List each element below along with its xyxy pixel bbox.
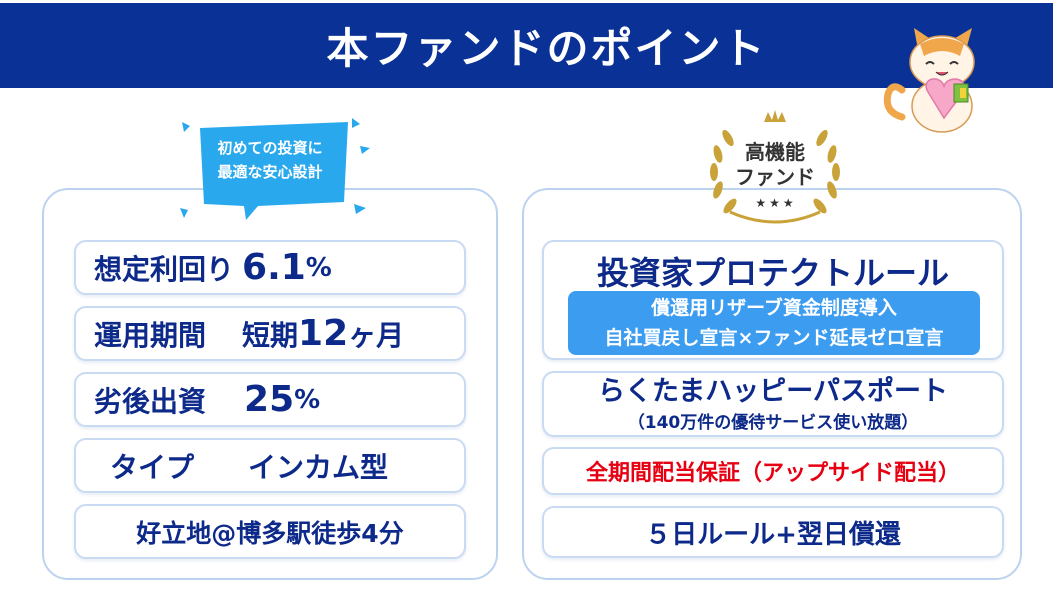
- left-badge-text: 初めての投資に 最適な安心設計: [200, 136, 340, 184]
- rule-row: ５日ルール+翌日償還: [542, 506, 1004, 558]
- left-badge-line1: 初めての投資に: [217, 139, 323, 157]
- left-badge-line2: 最適な安心設計: [217, 163, 323, 181]
- cat-mascot-icon: [883, 28, 975, 133]
- page-title: 本ファンドのポイント: [326, 24, 767, 73]
- header-bar: 本ファンドのポイント: [0, 3, 1053, 88]
- location-text: 好立地@博多駅徒歩4分: [136, 518, 404, 548]
- type-row: タイプ インカム型: [74, 438, 466, 493]
- sparkle-icon: [180, 118, 370, 218]
- guarantee-row: 全期間配当保証（アップサイド配当）: [542, 447, 1004, 495]
- yield-value: 6.1: [242, 247, 306, 288]
- protect-detail-box: 償還用リザーブ資金制度導入 自社買戻し宣言×ファンド延長ゼロ宣言: [568, 291, 980, 355]
- period-prefix: 短期: [242, 318, 299, 352]
- yield-row: 想定利回り 6.1 %: [74, 240, 466, 295]
- guarantee-text: 全期間配当保証（アップサイド配当）: [585, 461, 960, 486]
- location-row: 好立地@博多駅徒歩4分: [74, 504, 466, 559]
- laurel-crown-icon: [710, 110, 840, 224]
- yield-unit: %: [305, 252, 332, 283]
- passport-subtitle: （140万件の優待サービス使い放題）: [627, 412, 919, 433]
- protect-line1: 償還用リザーブ資金制度導入: [651, 297, 897, 319]
- passport-title: らくたまハッピーパスポート: [598, 375, 948, 407]
- subordinate-row: 劣後出資 25 %: [74, 372, 466, 427]
- right-badge-text: 高機能 ファンド: [725, 140, 825, 190]
- subordinate-label: 劣後出資: [94, 384, 207, 418]
- star-rating-icon: ★★★: [755, 196, 797, 210]
- speech-bubble-icon: [200, 122, 348, 220]
- yield-label: 想定利回り: [94, 252, 235, 286]
- period-label: 運用期間: [94, 318, 207, 352]
- period-value: 12: [298, 313, 349, 354]
- protect-title: 投資家プロテクトルール: [596, 254, 949, 292]
- type-value: インカム型: [248, 450, 389, 484]
- period-row: 運用期間 短期 12 ヶ月: [74, 306, 466, 361]
- right-badge-line1: 高機能: [745, 140, 805, 164]
- protect-line2: 自社買戻し宣言×ファンド延長ゼロ宣言: [604, 327, 944, 349]
- passport-row: らくたまハッピーパスポート （140万件の優待サービス使い放題）: [542, 371, 1004, 437]
- subordinate-unit: %: [294, 384, 321, 415]
- subordinate-value: 25: [244, 379, 295, 420]
- rule-text: ５日ルール+翌日償還: [645, 519, 901, 550]
- period-suffix: ヶ月: [348, 318, 405, 352]
- type-label: タイプ: [110, 450, 195, 484]
- right-badge-line2: ファンド: [735, 165, 815, 189]
